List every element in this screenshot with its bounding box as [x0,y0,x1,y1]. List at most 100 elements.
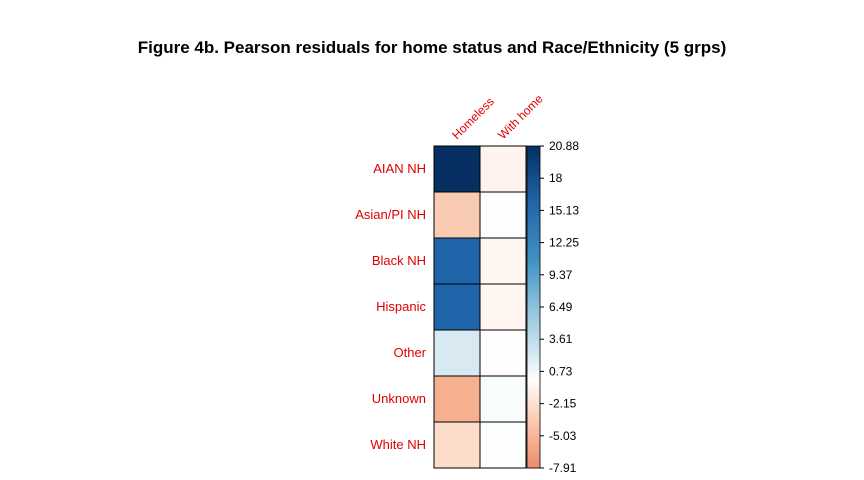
colorbar-segment [527,266,540,271]
chart-title: Figure 4b. Pearson residuals for home st… [137,38,727,57]
colorbar-segment [527,223,540,228]
colorbar-segment [527,443,540,448]
colorbar-segment [527,390,540,394]
colorbar-segment [527,406,540,410]
heatmap-cells [433,145,527,469]
colorbar-segment [527,454,540,458]
colorbar-segment [527,371,540,375]
colorbar-segment [527,325,540,330]
colorbar-segment [527,379,540,383]
colorbar-tick-label: 18 [549,171,563,185]
colorbar-segment [527,172,540,177]
colorbar-segment [527,250,540,254]
colorbar-segment [527,159,540,163]
colorbar-segment [527,459,540,464]
colorbar-segment [527,349,540,354]
colorbar-segment [527,307,540,311]
colorbar-segment [527,215,540,220]
cell-black-nh-homeless [433,237,481,285]
colorbar-segment [527,339,540,343]
colorbar-tick-label: 9.37 [549,268,573,282]
colorbar-segment [527,441,540,445]
cell-hispanic-with-home [479,283,527,331]
cell-other-with-home [479,329,527,377]
row-label-aian-nh: AIAN NH [373,161,426,176]
colorbar-segment [527,414,540,418]
colorbar-segment [527,462,540,466]
colorbar-segment [527,352,540,356]
colorbar-segment [527,288,540,292]
colorbar-segment [527,237,540,241]
colorbar-segment [527,191,540,195]
colorbar-segment [527,317,540,322]
cell-other-homeless [433,329,481,377]
colorbar-segment [527,205,540,209]
row-labels: AIAN NH Asian/PI NH Black NH Hispanic Other U… [355,161,426,452]
colorbar-segment [527,188,540,193]
colorbar-tick-label: 12.25 [549,236,579,250]
colorbar-segment [527,408,540,413]
colorbar-segment [527,328,540,332]
colorbar-segment [527,218,540,222]
colorbar-segment [527,430,540,434]
colorbar-segment [527,229,540,233]
colorbar-segment [527,446,540,450]
colorbar-segment [527,151,540,155]
colorbar-segment [527,285,540,289]
cell-hispanic-homeless [433,283,481,331]
colorbar-segment [527,323,540,327]
colorbar-segment [527,245,540,249]
colorbar-tick-label: 3.61 [549,332,573,346]
colorbar-segment [527,425,540,429]
colorbar-segment [527,392,540,397]
colorbar-segment [527,387,540,391]
colorbar-segment [527,376,540,381]
cell-asian-pi-nh-with-home [479,191,527,239]
colorbar-segment [527,272,540,276]
colorbar-segment [527,366,540,370]
colorbar-segment [527,258,540,262]
cell-unknown-homeless [433,375,481,423]
row-label-hispanic: Hispanic [376,299,426,314]
colorbar-segment [527,301,540,305]
colorbar-segment [527,180,540,185]
colorbar-segment [527,170,540,174]
colorbar-segment [527,419,540,423]
colorbar-segment [527,341,540,346]
colorbar-segment [527,156,540,161]
colorbar-segment [527,162,540,166]
row-label-unknown: Unknown [372,391,426,406]
colorbar-segment [527,363,540,367]
colorbar-segment [527,186,540,190]
colorbar-segment [527,333,540,338]
colorbar-segment [527,175,540,179]
colorbar-segment [527,435,540,440]
colorbar-segment [527,357,540,362]
colorbar-segment [527,242,540,246]
colorbar-segment [527,465,540,469]
colorbar-segment [527,433,540,437]
colorbar-segment [527,239,540,244]
colorbar-segment [527,234,540,238]
row-label-other: Other [393,345,426,360]
cell-unknown-with-home [479,375,527,423]
column-label-with-home: With home [495,91,546,142]
colorbar-segment [527,309,540,313]
colorbar-segment [527,178,540,182]
colorbar-segment [527,411,540,415]
colorbar-segment [527,320,540,324]
colorbar-segment [527,199,540,203]
colorbar-segment [527,146,540,150]
colorbar-segment [527,347,540,351]
colorbar-segment [527,280,540,284]
colorbar-segment [527,194,540,198]
colorbar-segment [527,274,540,279]
cell-white-nh-with-home [479,421,527,469]
colorbar-segment [527,403,540,407]
colorbar-segment [527,264,540,268]
colorbar-segment [527,296,540,300]
colorbar-segment [527,298,540,303]
colorbar-segment [527,427,540,432]
colorbar-segment [527,374,540,378]
